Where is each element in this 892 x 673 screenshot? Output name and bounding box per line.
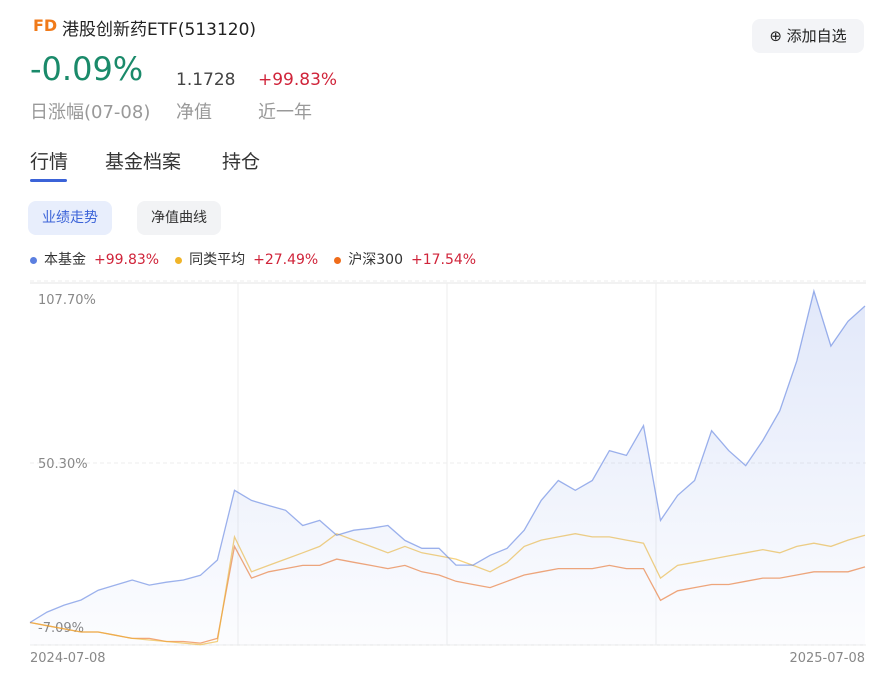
- area-fill: [30, 291, 865, 645]
- tab-indicator: [30, 179, 67, 182]
- legend-item: 本基金 +99.83%: [30, 249, 159, 269]
- daily-change-label: 日涨幅(07-08): [30, 102, 151, 123]
- legend-label: 同类平均: [189, 252, 246, 268]
- nav-value: 1.1728: [176, 70, 236, 90]
- legend-item: 同类平均 +27.49%: [175, 249, 318, 269]
- nav-label: 净值: [176, 102, 212, 123]
- y-tick-label: 107.70%: [38, 293, 96, 308]
- series-line: [29, 288, 866, 624]
- x-tick-label: 2024-07-08: [30, 651, 106, 666]
- legend-value: +99.83%: [94, 252, 160, 268]
- period-return: +99.83%: [258, 70, 338, 90]
- legend-value: +27.49%: [253, 252, 319, 268]
- tab[interactable]: 持仓: [222, 151, 261, 173]
- legend-dot: [334, 256, 342, 264]
- legend-label: 本基金: [44, 252, 86, 268]
- tab[interactable]: 行情: [30, 151, 69, 173]
- legend-value: +17.54%: [410, 252, 477, 268]
- add-watchlist-button[interactable]: ⊕ 添加自选: [752, 19, 864, 53]
- button-label: 添加自选: [786, 27, 847, 45]
- legend-item: 沪深300 +17.54%: [334, 249, 476, 269]
- y-tick-label: 50.30%: [38, 457, 88, 472]
- chart-mode-button[interactable]: 业绩走势: [28, 201, 112, 235]
- daily-change: -0.09%: [30, 50, 144, 88]
- legend-dot: [30, 256, 37, 264]
- fund-logo: FD: [33, 16, 58, 35]
- period-label: 近一年: [258, 102, 312, 123]
- legend-dot: [175, 256, 183, 264]
- legend-label: 沪深300: [348, 252, 403, 268]
- tab[interactable]: 基金档案: [105, 151, 182, 173]
- chart-mode-button[interactable]: 净值曲线: [137, 201, 221, 235]
- x-tick-label: 2025-07-08: [789, 651, 865, 666]
- fund-title: 港股创新药ETF(513120): [62, 20, 257, 40]
